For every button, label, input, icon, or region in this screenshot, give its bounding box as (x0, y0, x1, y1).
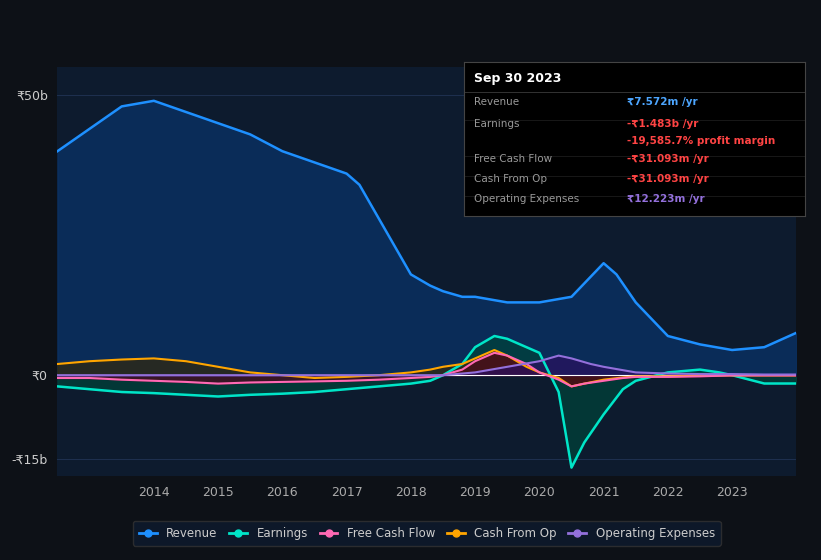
Text: Earnings: Earnings (474, 119, 520, 129)
Text: ₹12.223m /yr: ₹12.223m /yr (627, 194, 705, 204)
Text: -₹1.483b /yr: -₹1.483b /yr (627, 119, 699, 129)
Text: Free Cash Flow: Free Cash Flow (474, 154, 553, 164)
Text: -₹31.093m /yr: -₹31.093m /yr (627, 154, 709, 164)
Text: -₹31.093m /yr: -₹31.093m /yr (627, 174, 709, 184)
Text: -19,585.7% profit margin: -19,585.7% profit margin (627, 136, 776, 146)
Text: Operating Expenses: Operating Expenses (474, 194, 580, 204)
Text: Revenue: Revenue (474, 97, 519, 107)
Legend: Revenue, Earnings, Free Cash Flow, Cash From Op, Operating Expenses: Revenue, Earnings, Free Cash Flow, Cash … (133, 521, 721, 546)
Text: ₹7.572m /yr: ₹7.572m /yr (627, 97, 698, 107)
Text: Cash From Op: Cash From Op (474, 174, 547, 184)
Text: Sep 30 2023: Sep 30 2023 (474, 72, 562, 85)
